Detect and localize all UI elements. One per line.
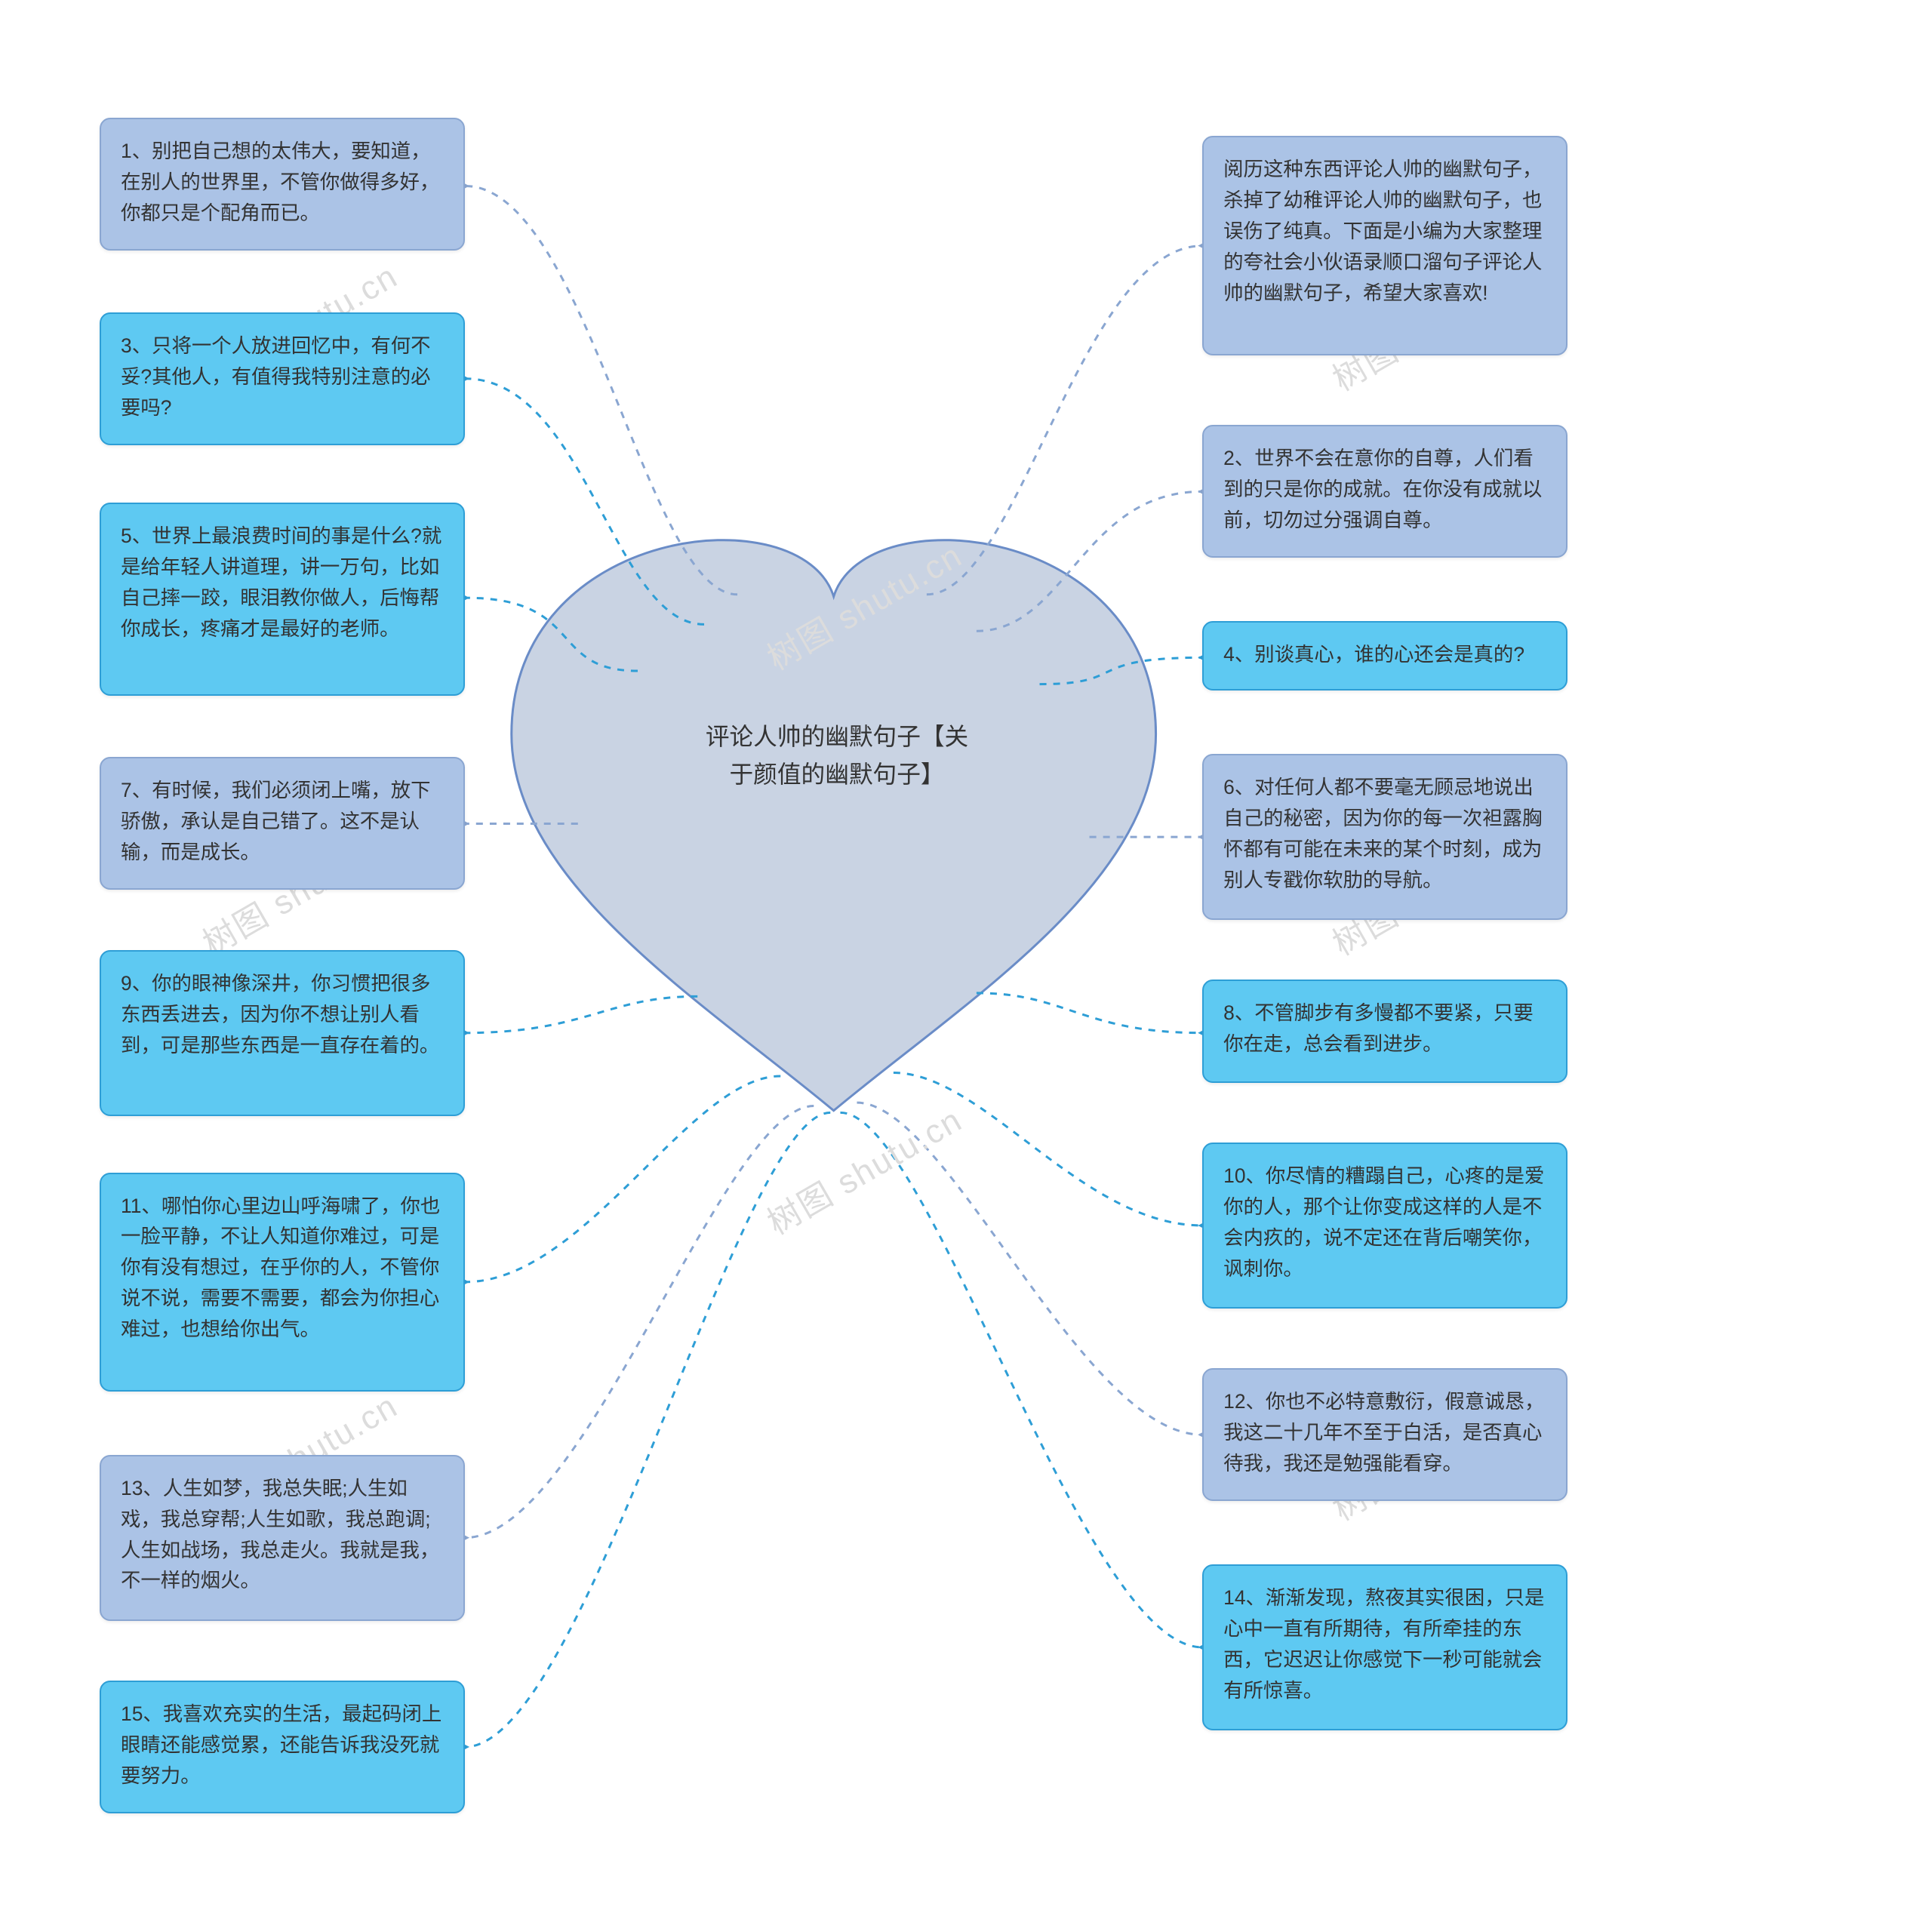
center-title: 评论人帅的幽默句子【关于颜值的幽默句子】 bbox=[671, 718, 1003, 794]
node-text: 13、人生如梦，我总失眠;人生如戏，我总穿帮;人生如歌，我总跑调;人生如战场，我… bbox=[121, 1477, 439, 1592]
node-text: 10、你尽情的糟蹋自己，心疼的是爱你的人，那个让你变成这样的人是不会内疚的，说不… bbox=[1223, 1164, 1544, 1280]
node-l1: 1、别把自己想的太伟大，要知道，在别人的世界里，不管你做得多好，你都只是个配角而… bbox=[100, 118, 465, 251]
edge-r4 bbox=[1040, 657, 1203, 684]
node-r10: 10、你尽情的糟蹋自己，心疼的是爱你的人，那个让你变成这样的人是不会内疚的，说不… bbox=[1202, 1143, 1567, 1309]
edge-l5 bbox=[465, 598, 638, 671]
watermark: 树图 shutu.cn bbox=[757, 1093, 970, 1244]
node-r0: 阅历这种东西评论人帅的幽默句子，杀掉了幼稚评论人帅的幽默句子，也误伤了纯真。下面… bbox=[1202, 136, 1567, 355]
node-r12: 12、你也不必特意敷衍，假意诚恳，我这二十几年不至于白活，是否真心待我，我还是勉… bbox=[1202, 1368, 1567, 1501]
center-heart bbox=[512, 540, 1156, 1111]
edge-r2 bbox=[977, 491, 1202, 631]
node-r2: 2、世界不会在意你的自尊，人们看到的只是你的成就。在你没有成就以前，切勿过分强调… bbox=[1202, 425, 1567, 558]
edge-r12 bbox=[857, 1103, 1202, 1435]
node-r4: 4、别谈真心，谁的心还会是真的? bbox=[1202, 621, 1567, 690]
node-text: 11、哪怕你心里边山呼海啸了，你也一脸平静，不让人知道你难过，可是你有没有想过，… bbox=[121, 1195, 440, 1341]
edge-l11 bbox=[465, 1076, 780, 1282]
edge-l15 bbox=[465, 1112, 830, 1747]
node-r6: 6、对任何人都不要毫无顾忌地说出自己的秘密，因为你的每一次袒露胸怀都有可能在未来… bbox=[1202, 754, 1567, 920]
edge-r0 bbox=[927, 246, 1202, 595]
edge-l13 bbox=[465, 1106, 814, 1538]
edge-l1 bbox=[465, 186, 737, 594]
node-l9: 9、你的眼神像深井，你习惯把很多东西丢进去，因为你不想让别人看到，可是那些东西是… bbox=[100, 950, 465, 1116]
node-text: 14、渐渐发现，熬夜其实很困，只是心中一直有所期待，有所牵挂的东西，它迟迟让你感… bbox=[1223, 1586, 1544, 1702]
node-r14: 14、渐渐发现，熬夜其实很困，只是心中一直有所期待，有所牵挂的东西，它迟迟让你感… bbox=[1202, 1564, 1567, 1730]
node-l15: 15、我喜欢充实的生活，最起码闭上眼睛还能感觉累，还能告诉我没死就要努力。 bbox=[100, 1681, 465, 1813]
node-text: 3、只将一个人放进回忆中，有何不妥?其他人，有值得我特别注意的必要吗? bbox=[121, 334, 431, 419]
node-r8: 8、不管脚步有多慢都不要紧，只要你在走，总会看到进步。 bbox=[1202, 980, 1567, 1082]
node-text: 2、世界不会在意你的自尊，人们看到的只是你的成就。在你没有成就以前，切勿过分强调… bbox=[1223, 447, 1542, 531]
edge-r8 bbox=[977, 993, 1202, 1033]
node-text: 12、你也不必特意敷衍，假意诚恳，我这二十几年不至于白活，是否真心待我，我还是勉… bbox=[1223, 1390, 1544, 1475]
node-text: 4、别谈真心，谁的心还会是真的? bbox=[1223, 643, 1524, 666]
node-text: 5、世界上最浪费时间的事是什么?就是给年轻人讲道理，讲一万句，比如自己摔一跤，眼… bbox=[121, 524, 441, 640]
node-l13: 13、人生如梦，我总失眠;人生如戏，我总穿帮;人生如歌，我总跑调;人生如战场，我… bbox=[100, 1455, 465, 1621]
node-text: 6、对任何人都不要毫无顾忌地说出自己的秘密，因为你的每一次袒露胸怀都有可能在未来… bbox=[1223, 776, 1542, 891]
node-text: 8、不管脚步有多慢都不要紧，只要你在走，总会看到进步。 bbox=[1223, 1001, 1534, 1055]
node-text: 阅历这种东西评论人帅的幽默句子，杀掉了幼稚评论人帅的幽默句子，也误伤了纯真。下面… bbox=[1223, 158, 1542, 304]
node-text: 9、你的眼神像深井，你习惯把很多东西丢进去，因为你不想让别人看到，可是那些东西是… bbox=[121, 972, 439, 1056]
mindmap-stage: 评论人帅的幽默句子【关于颜值的幽默句子】树图 shutu.cn树图 shutu.… bbox=[0, 0, 1932, 1913]
node-l11: 11、哪怕你心里边山呼海啸了，你也一脸平静，不让人知道你难过，可是你有没有想过，… bbox=[100, 1173, 465, 1392]
node-l7: 7、有时候，我们必须闭上嘴，放下骄傲，承认是自己错了。这不是认输，而是成长。 bbox=[100, 757, 465, 890]
edge-r14 bbox=[840, 1112, 1202, 1647]
edge-l9 bbox=[465, 996, 697, 1032]
node-text: 1、别把自己想的太伟大，要知道，在别人的世界里，不管你做得多好，你都只是个配角而… bbox=[121, 140, 439, 224]
node-l3: 3、只将一个人放进回忆中，有何不妥?其他人，有值得我特别注意的必要吗? bbox=[100, 312, 465, 445]
edge-l3 bbox=[465, 379, 704, 625]
edge-r10 bbox=[894, 1073, 1202, 1226]
watermark: 树图 shutu.cn bbox=[757, 529, 970, 680]
node-text: 15、我喜欢充实的生活，最起码闭上眼睛还能感觉累，还能告诉我没死就要努力。 bbox=[121, 1702, 441, 1787]
node-text: 7、有时候，我们必须闭上嘴，放下骄傲，承认是自己错了。这不是认输，而是成长。 bbox=[121, 779, 431, 863]
node-l5: 5、世界上最浪费时间的事是什么?就是给年轻人讲道理，讲一万句，比如自己摔一跤，眼… bbox=[100, 503, 465, 695]
